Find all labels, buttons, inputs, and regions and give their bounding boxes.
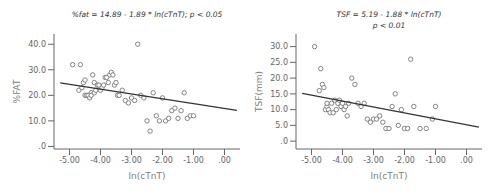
svg-text:-4.00: -4.00: [332, 156, 353, 165]
svg-text:-5.00: -5.00: [59, 156, 80, 165]
svg-text:20.0: 20.0: [270, 74, 288, 83]
svg-text:ln(cTnT): ln(cTnT): [129, 171, 166, 181]
svg-text:.00: .00: [218, 156, 231, 165]
svg-text:10.0: 10.0: [28, 117, 46, 126]
svg-text:ln(cTnT): ln(cTnT): [371, 171, 408, 181]
html-text:%fat = 14.89 - 1.89 * ln(cTnT): %fat = 14.89 - 1.89 * ln(cTnT); p < 0.05: [71, 10, 223, 19]
svg-text:%FAT: %FAT: [12, 79, 22, 103]
svg-text:5.0: 5.0: [275, 121, 288, 130]
html-text:p < 0.01: p < 0.01: [372, 21, 406, 30]
html-text:TSF = 5.19 - 1.88 * ln(cTnT): TSF = 5.19 - 1.88 * ln(cTnT): [336, 10, 442, 19]
svg-text:.0: .0: [280, 137, 288, 146]
svg-text:-3.00: -3.00: [121, 156, 142, 165]
svg-text:30.0: 30.0: [270, 42, 288, 51]
svg-text:-1.00: -1.00: [425, 156, 446, 165]
svg-text:.00: .00: [460, 156, 473, 165]
svg-text:-2.00: -2.00: [152, 156, 173, 165]
svg-text:-5.00: -5.00: [301, 156, 322, 165]
svg-text:-4.00: -4.00: [90, 156, 111, 165]
svg-text:-1.00: -1.00: [183, 156, 204, 165]
svg-text:30.0: 30.0: [28, 66, 46, 75]
svg-text:-2.00: -2.00: [394, 156, 415, 165]
svg-text:.0: .0: [38, 142, 46, 151]
svg-text:TSF(mm): TSF(mm): [254, 71, 264, 113]
svg-text:15.0: 15.0: [270, 90, 288, 99]
svg-text:25.0: 25.0: [270, 58, 288, 67]
svg-text:10.0: 10.0: [270, 105, 288, 114]
svg-text:40.0: 40.0: [28, 40, 46, 49]
svg-text:-3.00: -3.00: [363, 156, 384, 165]
svg-text:20.0: 20.0: [28, 91, 46, 100]
